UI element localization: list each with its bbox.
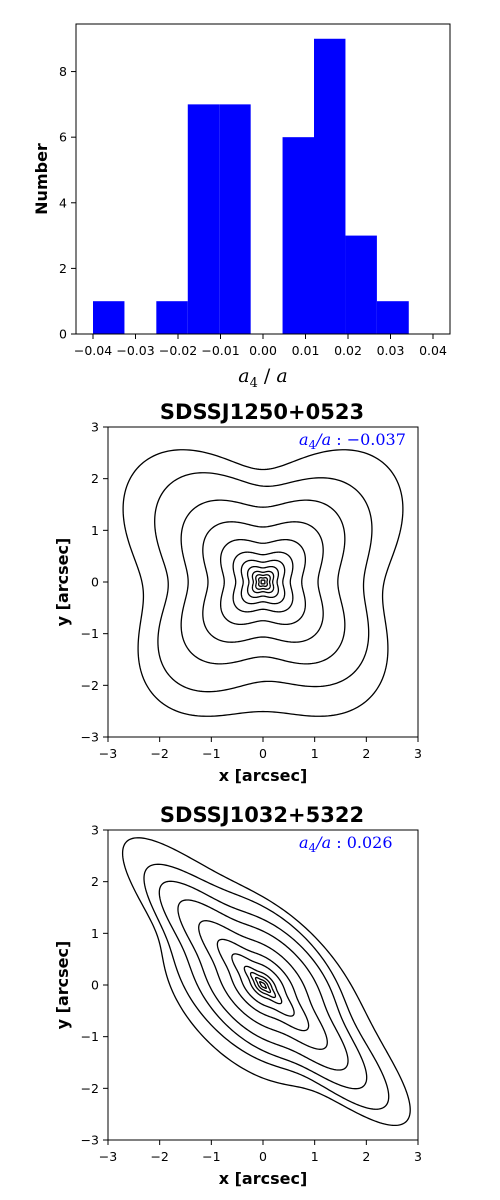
c2-y-tick-label-2: −1: [81, 1029, 99, 1044]
c2-y-tick-label-5: 2: [91, 874, 99, 889]
histogram-y-ticks: 0 2 4 6 8: [59, 64, 76, 342]
c2-contour-level-10: [259, 981, 267, 989]
histogram-y-tick-label-4: 8: [59, 64, 67, 79]
c1-contour-level-11: [260, 579, 266, 585]
c2-contour-level-1: [143, 863, 390, 1110]
histogram-x-tick-label-0: −0.04: [74, 343, 112, 358]
c1-contour-level-10: [258, 577, 268, 587]
histogram-bar-2: [156, 301, 188, 334]
c1-y-tick-label-5: 2: [91, 471, 99, 486]
histogram-bar-0: [93, 301, 125, 334]
contour-2-x-ticks: −3 −2 −1 0 1 2 3: [99, 1140, 422, 1164]
c2-contour-level-4: [198, 920, 328, 1050]
c1-x-tick-label-2: −1: [202, 746, 220, 761]
histogram-bar-8: [345, 235, 377, 334]
histogram-bar-4: [219, 104, 251, 335]
c1-x-tick-label-4: 1: [311, 746, 319, 761]
c2-x-tick-label-1: −2: [150, 1149, 168, 1164]
c2-x-tick-label-3: 0: [259, 1149, 267, 1164]
contour-1-annotation: a4/a : −0.037: [299, 430, 406, 452]
contour-1-x-label: x [arcsec]: [219, 766, 308, 785]
histogram-bar-7: [314, 38, 346, 335]
histogram-x-tick-label-6: 0.02: [334, 343, 362, 358]
c1-y-tick-label-6: 3: [91, 420, 99, 435]
c1-contour-level-3: [202, 521, 324, 643]
c2-y-tick-label-6: 3: [91, 823, 99, 838]
contour-1-y-ticks: −3 −2 −1 0 1 2 3: [81, 420, 108, 745]
c1-contour-level-7: [246, 565, 280, 599]
c2-contour-level-3: [177, 899, 349, 1071]
contour-2-lines: [121, 837, 411, 1127]
c1-x-tick-label-3: 0: [259, 746, 267, 761]
contour-2-y-label: y [arcsec]: [53, 941, 72, 1030]
c1-y-tick-label-4: 1: [91, 523, 99, 538]
contour-1-lines: [122, 449, 404, 717]
c1-x-tick-label-1: −2: [150, 746, 168, 761]
c1-contour-level-9: [255, 574, 271, 590]
c1-y-tick-label-0: −3: [81, 730, 99, 745]
histogram-x-ticks: −0.04 −0.03 −0.02 −0.01 0.00 0.01 0.02 0.03 0.04: [74, 334, 447, 358]
contour-2-y-ticks: −3 −2 −1 0 1 2 3: [81, 823, 108, 1148]
c1-y-tick-label-2: −1: [81, 626, 99, 641]
histogram-x-tick-label-7: 0.03: [377, 343, 405, 358]
contour-2-title: SDSSJ1032+5322: [160, 803, 364, 827]
c1-contour-level-2: [180, 499, 346, 665]
contour-2-annotation: a4/a : 0.026: [299, 833, 393, 855]
contour-2-frame: [107, 829, 419, 1141]
histogram-y-tick-label-1: 2: [59, 261, 67, 276]
histogram-bar-6: [282, 137, 314, 334]
histogram-panel: −0.04 −0.03 −0.02 −0.01 0.00 0.01 0.02 0.03 0.04…: [32, 23, 451, 391]
histogram-bar-9: [376, 301, 409, 334]
histogram-y-label: Number: [32, 143, 51, 215]
c1-x-tick-label-0: −3: [99, 746, 117, 761]
histogram-x-tick-label-8: 0.04: [419, 343, 447, 358]
c1-contour-level-5: [232, 551, 294, 613]
histogram-bar-3: [187, 104, 220, 335]
contour-1-title: SDSSJ1250+0523: [160, 400, 364, 424]
c2-y-tick-label-0: −3: [81, 1133, 99, 1148]
histogram-y-tick-label-2: 4: [59, 195, 67, 210]
c1-y-tick-label-1: −2: [81, 678, 99, 693]
c2-contour-level-9: [254, 976, 272, 994]
histogram-x-tick-label-4: 0.00: [249, 343, 277, 358]
c2-contour-level-2: [158, 880, 368, 1090]
histogram-x-tick-label-5: 0.01: [292, 343, 320, 358]
c1-x-tick-label-5: 2: [362, 746, 370, 761]
c2-x-tick-label-0: −3: [99, 1149, 117, 1164]
histogram-x-tick-label-3: −0.01: [201, 343, 239, 358]
histogram-x-label: a4 / a: [238, 365, 287, 391]
histogram-x-tick-label-2: −0.02: [159, 343, 197, 358]
contour-1-frame: [107, 426, 419, 738]
contour-panel-1: SDSSJ1250+0523 −3 −2 −1 0 1 2 3 −3 −2 −1 0 1 2 3 x […: [53, 400, 422, 785]
c1-contour-level-8: [251, 570, 275, 594]
c1-x-tick-label-6: 3: [414, 746, 422, 761]
c1-contour-level-1: [154, 472, 373, 693]
contour-2-x-label: x [arcsec]: [219, 1169, 308, 1188]
c2-contour-level-7: [243, 965, 283, 1005]
c2-x-tick-label-6: 3: [414, 1149, 422, 1164]
c2-y-tick-label-3: 0: [91, 978, 99, 993]
c2-y-tick-label-1: −2: [81, 1081, 99, 1096]
contour-1-y-label: y [arcsec]: [53, 538, 72, 627]
c1-contour-level-0: [122, 449, 404, 717]
c2-y-tick-label-4: 1: [91, 926, 99, 941]
c2-contour-level-5: [216, 938, 310, 1032]
c2-x-tick-label-2: −1: [202, 1149, 220, 1164]
c1-y-tick-label-3: 0: [91, 575, 99, 590]
histogram-bars: [93, 38, 409, 335]
contour-panel-2: SDSSJ1032+5322 −3 −2 −1 0 1 2 3 −3 −2 −1 0 1 2 3 x […: [53, 803, 422, 1188]
c1-contour-level-4: [219, 538, 307, 626]
histogram-y-tick-label-0: 0: [59, 327, 67, 342]
contour-1-x-ticks: −3 −2 −1 0 1 2 3: [99, 737, 422, 761]
histogram-x-tick-label-1: −0.03: [116, 343, 154, 358]
c2-contour-level-0: [121, 837, 411, 1127]
histogram-y-tick-label-3: 6: [59, 130, 67, 145]
c2-x-tick-label-5: 2: [362, 1149, 370, 1164]
c2-contour-level-6: [231, 953, 295, 1017]
histogram-frame: [75, 23, 451, 335]
c2-x-tick-label-4: 1: [311, 1149, 319, 1164]
c1-contour-level-6: [240, 559, 286, 605]
c2-contour-level-8: [249, 971, 277, 999]
